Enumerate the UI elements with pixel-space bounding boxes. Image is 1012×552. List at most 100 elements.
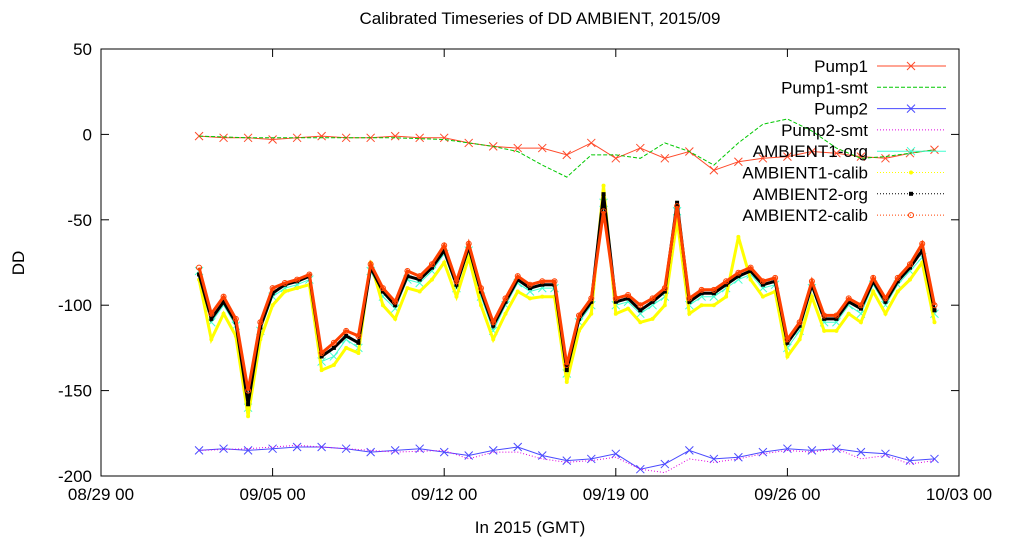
- point-marker: [686, 295, 693, 302]
- legend-label: AMBIENT1-calib: [742, 164, 868, 183]
- point-marker: [439, 447, 449, 457]
- point-marker: [822, 316, 827, 321]
- point-marker: [638, 308, 643, 313]
- x-tick-label: 09/19 00: [583, 485, 649, 504]
- x-axis: 08/29 00 09/05 00 09/12 00 09/19 00 09/26 00…: [68, 49, 992, 504]
- point-marker: [562, 456, 572, 465]
- point-marker: [748, 269, 753, 274]
- point-marker: [626, 306, 631, 311]
- legend: Pump1 Pump1-smt Pump2 Pump2-smt AMBIENT1-org…: [742, 57, 946, 225]
- point-marker: [698, 286, 705, 293]
- point-marker: [870, 274, 877, 281]
- point-marker: [393, 303, 398, 308]
- point-marker: [832, 444, 841, 454]
- point-marker: [513, 143, 523, 153]
- point-marker: [661, 285, 668, 292]
- point-marker: [906, 261, 913, 268]
- point-marker: [932, 320, 937, 325]
- point-marker: [710, 286, 717, 293]
- point-marker: [441, 242, 448, 249]
- point-marker: [551, 278, 558, 285]
- point-marker: [270, 303, 275, 308]
- point-marker: [221, 311, 226, 316]
- point-marker: [243, 446, 253, 455]
- point-marker: [537, 451, 547, 460]
- point-marker: [319, 368, 324, 373]
- point-marker: [196, 264, 203, 271]
- point-marker: [626, 296, 631, 301]
- series-pump2-smt: [199, 444, 935, 474]
- legend-label: AMBIENT2-org: [753, 185, 868, 204]
- point-marker: [807, 446, 817, 455]
- point-marker: [613, 311, 618, 316]
- point-marker: [687, 299, 692, 304]
- point-marker: [442, 248, 447, 253]
- point-marker: [785, 340, 790, 345]
- point-marker: [909, 191, 913, 196]
- point-marker: [429, 277, 434, 282]
- point-marker: [785, 354, 790, 359]
- point-marker: [833, 312, 840, 319]
- point-marker: [724, 282, 729, 287]
- point-marker: [415, 444, 425, 454]
- point-marker: [650, 316, 655, 321]
- point-marker: [674, 203, 681, 210]
- point-marker: [589, 299, 594, 304]
- point-marker: [392, 298, 399, 305]
- point-marker: [734, 452, 743, 462]
- point-marker: [822, 328, 827, 333]
- point-marker: [564, 368, 569, 373]
- point-marker: [197, 272, 202, 277]
- y-tick-label: -200: [58, 467, 92, 486]
- point-marker: [797, 323, 802, 328]
- point-marker: [883, 299, 888, 304]
- point-marker: [405, 286, 410, 291]
- point-marker: [586, 138, 596, 148]
- point-marker: [343, 327, 350, 334]
- y-axis-label: DD: [9, 251, 28, 276]
- point-marker: [539, 278, 546, 285]
- point-marker: [232, 315, 239, 322]
- point-marker: [613, 299, 618, 304]
- series-layer: [194, 118, 939, 474]
- point-marker: [649, 295, 656, 302]
- y-tick-label: -150: [58, 382, 92, 401]
- point-marker: [784, 336, 791, 343]
- point-marker: [612, 295, 619, 302]
- point-marker: [268, 444, 277, 454]
- x-axis-label: In 2015 (GMT): [475, 518, 586, 537]
- x-tick-label: 08/29 00: [68, 485, 134, 504]
- point-marker: [344, 333, 349, 338]
- point-marker: [601, 183, 606, 188]
- point-marker: [748, 277, 753, 282]
- point-marker: [687, 311, 692, 316]
- point-marker: [209, 337, 214, 342]
- point-marker: [356, 351, 361, 356]
- point-marker: [846, 311, 851, 316]
- point-marker: [380, 303, 385, 308]
- point-marker: [601, 192, 606, 197]
- y-tick-label: 0: [83, 125, 92, 144]
- point-marker: [699, 291, 704, 296]
- point-marker: [856, 447, 866, 457]
- point-marker: [845, 295, 852, 302]
- x-tick-label: 09/12 00: [411, 485, 477, 504]
- point-marker: [269, 285, 276, 292]
- point-marker: [635, 464, 645, 474]
- legend-label: Pump1: [814, 57, 868, 76]
- point-marker: [747, 264, 754, 271]
- point-marker: [734, 157, 743, 167]
- point-marker: [380, 289, 385, 294]
- point-marker: [662, 303, 667, 308]
- point-marker: [796, 319, 803, 326]
- point-marker: [429, 265, 434, 270]
- point-marker: [464, 451, 474, 460]
- point-marker: [209, 316, 214, 321]
- point-marker: [537, 143, 547, 153]
- x-tick-label: 10/03 00: [926, 485, 992, 504]
- point-marker: [662, 289, 667, 294]
- series-pump1-smt: [199, 118, 935, 178]
- point-marker: [491, 337, 496, 342]
- point-marker: [882, 295, 889, 302]
